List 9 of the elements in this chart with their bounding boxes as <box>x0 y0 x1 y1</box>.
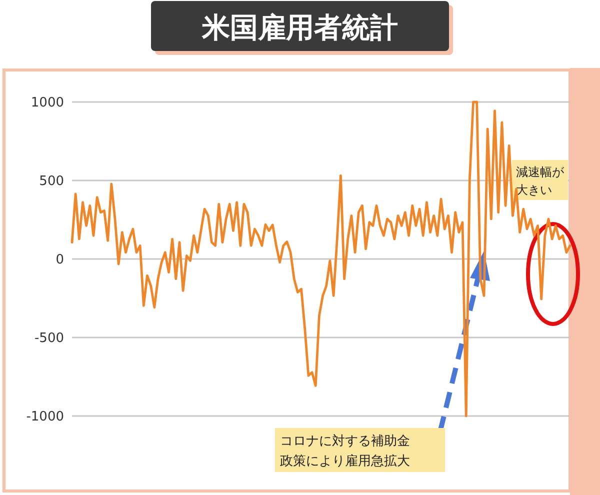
annotation: 減速幅が大きい <box>516 165 565 197</box>
y-tick-label: 500 <box>39 174 64 190</box>
line-series <box>70 100 572 418</box>
y-tick-label: -1000 <box>26 410 64 425</box>
y-tick-label: -500 <box>34 331 64 346</box>
text: コロナに対する補助金政策により雇用急拡大 <box>280 433 410 469</box>
y-tick-label: 1000 <box>30 96 64 111</box>
chart-title: 米国雇用者統計 <box>201 11 398 44</box>
y-tick-label: 0 <box>56 252 64 268</box>
